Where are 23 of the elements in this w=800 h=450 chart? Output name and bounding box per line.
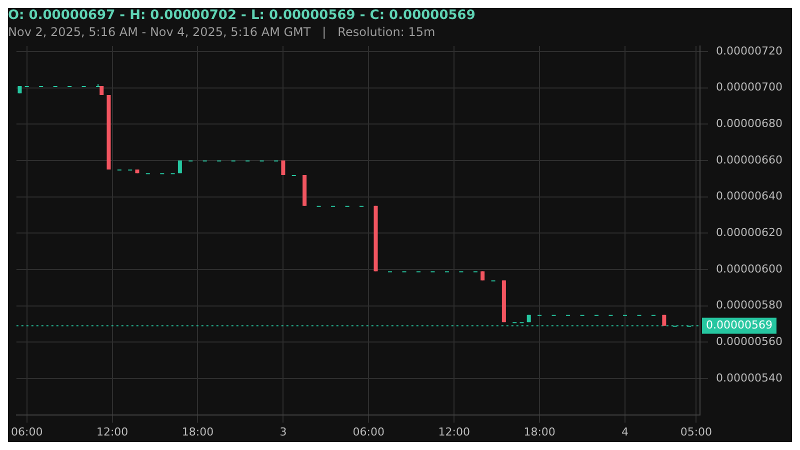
y-tick-label: 0.00000540 (716, 371, 782, 384)
x-tick-label: 12:00 (438, 425, 470, 438)
chart-title: O: 0.00000697 - H: 0.00000702 - L: 0.00000569 - C: 0.00000569 (8, 8, 476, 24)
x-tick-label: 18:00 (182, 425, 214, 438)
y-tick-label: 0.00000680 (716, 116, 782, 130)
y-tick-label: 0.00000620 (716, 226, 782, 239)
x-tick-label: 12:00 (96, 425, 128, 438)
x-tick-label: 3 (280, 425, 287, 438)
x-tick-label: 06:00 (11, 425, 43, 438)
y-tick-label: 0.00000640 (716, 190, 782, 203)
x-tick-label: 18:00 (524, 425, 556, 438)
x-tick-label: 06:00 (352, 425, 384, 438)
candlestick (281, 160, 286, 176)
y-tick-label: 0.00000560 (716, 334, 782, 348)
y-tick-label: 0.00000580 (716, 298, 782, 312)
y-tick-label: 0.00000700 (716, 80, 782, 94)
x-tick-label: 4 (621, 425, 628, 438)
y-tick-label: 0.00000660 (716, 153, 782, 166)
y-tick-label: 0.00000720 (716, 44, 782, 58)
ref-line-label: 0.00000569 (706, 318, 772, 332)
x-tick-label: 05:00 (680, 425, 712, 438)
y-tick-label: 0.00000600 (716, 262, 782, 276)
chart-subtitle: Nov 2, 2025, 5:16 AM - Nov 4, 2025, 5:16 AM GMT | Resolution: 15m (8, 24, 436, 39)
